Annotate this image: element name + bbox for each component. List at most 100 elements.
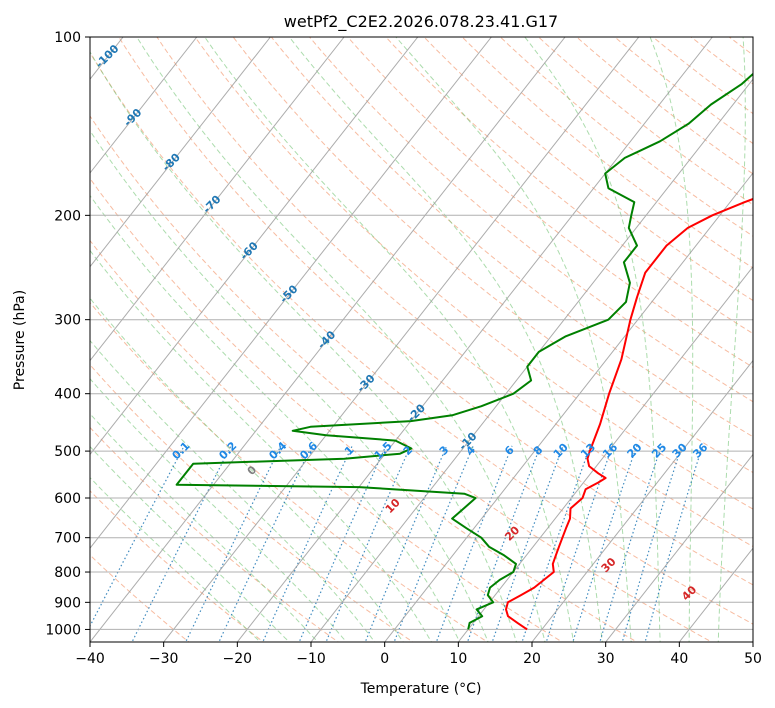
dry-adiabat-line	[156, 37, 753, 548]
mixing-ratio-line	[521, 445, 591, 642]
series-layer	[175, 72, 753, 631]
isotherm-line	[90, 37, 566, 642]
y-tick-label: 900	[54, 595, 81, 611]
isotherm-line	[457, 265, 753, 642]
y-axis-label: Pressure (hPa)	[12, 290, 28, 390]
dry-adiabat-line	[753, 26, 775, 644]
isotherm-label: -60	[238, 239, 261, 262]
mixing-ratio-label: 0.4	[266, 439, 289, 462]
isotherm-label: -100	[93, 42, 122, 71]
temperature-profile-line	[505, 197, 753, 631]
mixing-ratio-line	[545, 445, 614, 642]
isotherm-line	[531, 359, 753, 642]
y-tick-label: 1000	[45, 622, 81, 638]
x-tick-label: −30	[149, 651, 179, 667]
x-axis-ticks: −40 −30 −20 −10 0 10 20 30 40 50	[75, 642, 762, 667]
moist-adiabat-line	[90, 339, 376, 642]
mixing-ratio-line	[131, 445, 232, 642]
x-tick-label: 0	[380, 651, 389, 667]
dry-adiabat-line	[614, 37, 753, 145]
y-tick-label: 500	[54, 444, 81, 460]
isotherm-line	[310, 78, 753, 642]
isotherm-line	[90, 37, 492, 549]
y-tick-label: 800	[54, 565, 81, 581]
mixing-ratio-label: 3	[437, 443, 452, 458]
isotherm-label: -30	[354, 372, 377, 395]
isotherm-label: -40	[315, 328, 338, 351]
dry-adiabat-line	[194, 37, 753, 510]
isotherm-line	[90, 37, 345, 362]
dry-adiabat-line	[575, 37, 753, 175]
dry-adiabat-line	[270, 37, 753, 438]
moist-adiabat-line	[90, 50, 518, 642]
x-tick-label: 50	[744, 651, 762, 667]
dry-adiabat-line	[347, 37, 753, 368]
moist-adiabat-line	[204, 37, 575, 642]
dry-adiabat-line	[690, 37, 753, 85]
dry-adiabat-line	[90, 490, 265, 642]
mixing-ratio-line	[90, 445, 185, 628]
mixing-ratio-line	[393, 445, 474, 642]
mixing-ratio-line	[466, 445, 542, 642]
x-tick-label: −20	[223, 651, 253, 667]
moist-adiabat-line	[395, 37, 632, 642]
mixing-ratio-line	[599, 445, 662, 642]
moist-adiabat-label: 20	[502, 523, 522, 543]
isotherm-line	[605, 453, 753, 642]
isotherm-label: -90	[121, 106, 144, 129]
x-tick-label: −10	[296, 651, 326, 667]
y-tick-label: 700	[54, 531, 81, 547]
dry-adiabat-line	[90, 115, 713, 642]
isotherm-line	[236, 37, 713, 642]
mixing-ratio-label: 1.5	[372, 439, 395, 462]
moist-adiabat-line	[90, 297, 404, 642]
y-axis-ticks: 100 200 300 400 500 600 700 800 900 1000	[45, 30, 90, 638]
moist-adiabat-line	[90, 413, 319, 642]
moist-adiabat-line	[90, 194, 461, 642]
chart-title: wetPf2_C2E2.2026.078.23.41.G17	[284, 12, 558, 32]
moist-adiabat-line	[90, 476, 261, 642]
grid-lines	[90, 37, 753, 642]
dewpoint-profile-line	[175, 72, 753, 630]
mixing-ratio-label: 20	[625, 440, 645, 460]
moist-adiabat-label: 10	[383, 496, 403, 516]
y-tick-label: 100	[54, 30, 81, 46]
moist-adiabat-line	[717, 37, 746, 642]
y-tick-label: 200	[54, 208, 81, 224]
isotherm-line	[163, 37, 640, 642]
isotherm-label: -70	[200, 193, 223, 216]
moist-adiabat-line	[288, 37, 603, 642]
mixing-ratio-label: 36	[690, 440, 710, 460]
mixing-ratio-label: 8	[531, 443, 546, 458]
dry-adiabat-line	[461, 37, 753, 269]
x-tick-label: 30	[597, 651, 615, 667]
mixing-ratio-line	[364, 445, 448, 642]
dry-adiabat-line	[423, 37, 753, 302]
mixing-ratio-label: 10	[551, 440, 571, 460]
mixing-ratio-line	[262, 445, 353, 642]
background-lines	[90, 26, 775, 644]
dry-adiabat-line	[652, 37, 753, 115]
dry-adiabat-line	[728, 37, 753, 56]
isotherm-label: -80	[160, 150, 183, 173]
isotherm-line	[90, 37, 419, 456]
mixing-ratio-line	[621, 445, 683, 642]
y-tick-label: 300	[54, 313, 81, 329]
moist-adiabat-line	[90, 129, 489, 642]
isotherm-label: -50	[277, 282, 300, 305]
mixing-ratio-line	[644, 445, 704, 642]
isotherm-line	[752, 641, 753, 642]
moist-adiabat-line	[90, 445, 290, 642]
y-tick-label: 600	[54, 491, 81, 507]
isotherm-line	[90, 37, 198, 174]
mixing-ratio-line	[435, 445, 513, 642]
plot-area: -100-90-80-70-60-50-40-30-20-100.1 0.2 0.4…	[90, 26, 775, 644]
mixing-ratio-label: 2	[401, 443, 416, 458]
reference-line-labels: -100-90-80-70-60-50-40-30-20-100.1 0.2 0.4…	[93, 42, 711, 603]
moist-adiabat-line	[524, 37, 661, 642]
mixing-ratio-line	[185, 445, 282, 642]
x-tick-label: 20	[523, 651, 541, 667]
dry-adiabat-line	[308, 37, 753, 403]
dry-adiabat-line	[499, 37, 753, 237]
